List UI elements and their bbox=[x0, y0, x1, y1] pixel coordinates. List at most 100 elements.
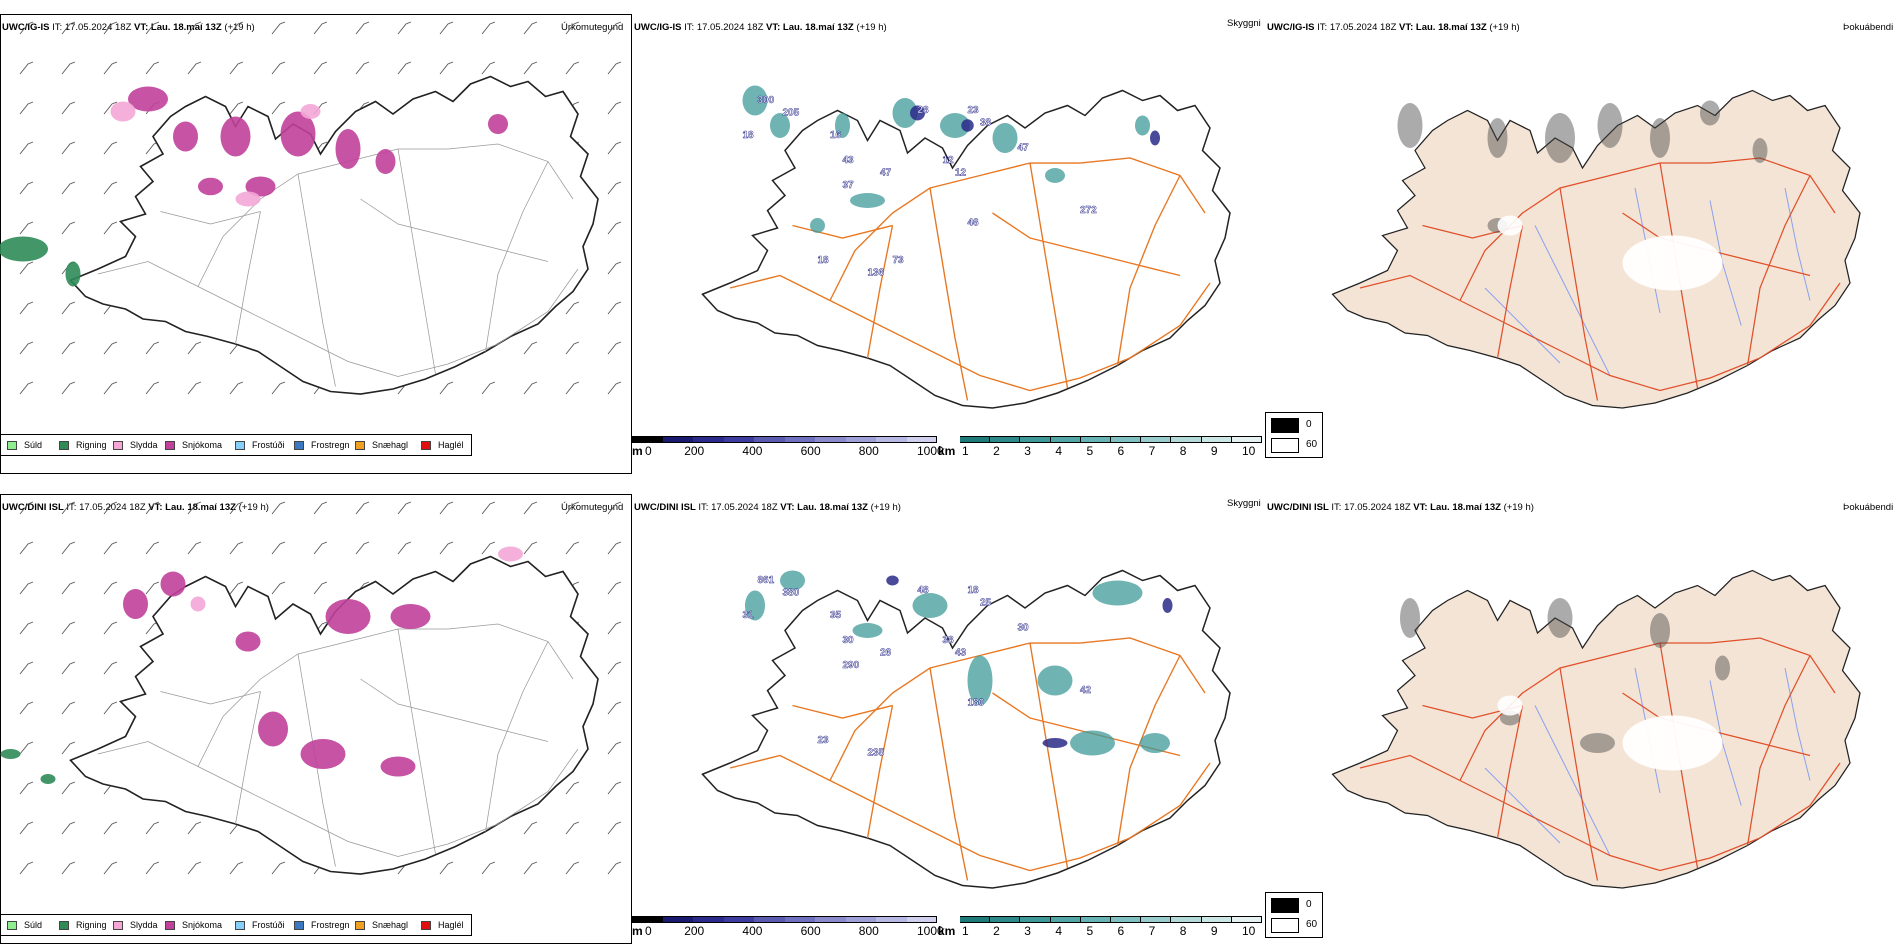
precip-map-top-wind-barb bbox=[565, 301, 580, 315]
precip-map-bottom-wind-barb bbox=[187, 501, 202, 515]
vis-map-bottom-roads bbox=[729, 637, 1211, 881]
fog-map-top-dark-2 bbox=[1545, 113, 1575, 163]
precip-legend-top-swatch-2 bbox=[113, 441, 123, 450]
precip-legend-top-swatch-3 bbox=[165, 441, 175, 450]
vis-map-bottom-label-0: 861 bbox=[758, 575, 775, 586]
precip-map-bottom-wind-barb bbox=[355, 501, 370, 515]
vis-header-top: UWC/IG-IS IT: 17.05.2024 18Z VT: Lau. 18… bbox=[634, 22, 887, 33]
vis-map-top-roads bbox=[729, 157, 1211, 401]
vis-map-bottom-coastline bbox=[701, 569, 1231, 889]
precip-map-top-wind-barb bbox=[145, 61, 160, 75]
vis-map-top-label-13: 136 bbox=[868, 268, 885, 279]
vis-map-top-label-6: 47 bbox=[880, 168, 892, 179]
precip-legend-top-swatch-1 bbox=[59, 441, 69, 450]
precip-map-bottom-wind-barb bbox=[229, 581, 244, 595]
vis-title-top: Skyggni bbox=[1227, 18, 1261, 29]
precip-map-top-wind-barb bbox=[607, 261, 622, 275]
vis-colorbar-bottom-km-cell-1 bbox=[990, 916, 1021, 923]
precip-map-bottom-wind-barb bbox=[481, 501, 496, 515]
precip-map-top-wind-barb bbox=[607, 61, 622, 75]
vis-colorbar-bottom-m-tick-0: 0 bbox=[645, 924, 652, 938]
vis-map-top-label-9: 38 bbox=[980, 118, 992, 129]
precip-legend-top-label-2: Slydda bbox=[130, 440, 158, 450]
vis-map-top-label-16: 47 bbox=[1018, 143, 1030, 154]
precip-map-top-rain-1 bbox=[65, 261, 81, 287]
precip-map-top-snow-7 bbox=[198, 177, 223, 196]
fog-map-top-island bbox=[1331, 89, 1861, 409]
precip-legend-top-swatch-0 bbox=[7, 441, 17, 450]
vis-colorbar-top-km-tick-0: 1 bbox=[962, 444, 969, 458]
vis-map-bottom-teal-8 bbox=[1092, 580, 1143, 606]
precip-map-top-wind-barb bbox=[19, 21, 34, 35]
vis-map-top-teal-8 bbox=[1045, 168, 1065, 183]
vis-colorbar-bottom-km-tick-3: 4 bbox=[1055, 924, 1063, 938]
vis-map-bottom-teal-1 bbox=[780, 570, 805, 591]
vis-colorbar-top-km-cell-7 bbox=[1171, 436, 1202, 443]
precip-map-top-wind-barb bbox=[229, 381, 244, 395]
precip-map-bottom-wind-barb bbox=[355, 541, 370, 555]
precip-map-bottom-wind-barb bbox=[61, 661, 76, 675]
precip-legend-top-label-1: Rigning bbox=[76, 440, 107, 450]
vis-colorbar-top-m-tick-1: 200 bbox=[684, 444, 705, 458]
vis-map-top-label-3: 16 bbox=[830, 130, 842, 141]
vis-map-bottom-label-14: 180 bbox=[968, 698, 985, 709]
precip-map-bottom-sleet-1 bbox=[190, 596, 206, 612]
precip-map-bottom-wind-barb bbox=[607, 581, 622, 595]
precip-map-top-wind-barb bbox=[187, 61, 202, 75]
precip-legend-top-swatch-5 bbox=[294, 441, 304, 450]
vis-colorbar-bottom-km-tick-8: 9 bbox=[1210, 924, 1218, 938]
fog-header-bottom: UWC/DINI ISL IT: 17.05.2024 18Z VT: Lau.… bbox=[1267, 502, 1534, 513]
precip-map-bottom-wind-barb bbox=[19, 501, 34, 515]
vis-map-bottom-teal-5 bbox=[1037, 665, 1073, 696]
precip-map-top-wind-barb bbox=[607, 181, 622, 195]
precip-map-top-wind-barb bbox=[103, 181, 118, 195]
precip-map-top-roads bbox=[97, 143, 579, 387]
fog-title-bottom: Þokuábendi bbox=[1843, 502, 1894, 513]
fog-map-top-dark-0 bbox=[1397, 103, 1423, 148]
vis-map-bottom-blue-0 bbox=[1042, 738, 1068, 748]
precip-map-bottom-island bbox=[0, 546, 599, 875]
fog-map-top-dark-6 bbox=[1752, 138, 1768, 163]
vis-map-bottom-teal-4 bbox=[967, 655, 993, 706]
vis-colorbar-top-km-tick-6: 7 bbox=[1148, 444, 1156, 458]
vis-map-top-teal-6 bbox=[850, 193, 885, 208]
precip-map-top-wind-barb bbox=[187, 21, 202, 35]
vis-colorbar-top-km-cell-4 bbox=[1080, 436, 1111, 443]
precip-map-top-wind-barb bbox=[439, 61, 454, 75]
precip-map-bottom-wind-barb bbox=[103, 581, 118, 595]
precip-title-top: Úrkomutegund bbox=[561, 22, 624, 33]
vis-colorbar-top-km-tick-2: 3 bbox=[1024, 444, 1031, 458]
precip-map-top-wind-barb bbox=[19, 261, 34, 275]
vis-map-bottom-label-10: 38 bbox=[943, 635, 955, 646]
precip-legend-bottom-label-4: Frostúði bbox=[252, 920, 285, 930]
vis-colorbar-bottom-m-frame bbox=[632, 916, 937, 923]
precip-map-bottom-wind-barb bbox=[145, 821, 160, 835]
vis-map-top-label-7: 28 bbox=[918, 105, 930, 116]
precip-legend-bottom: Súld Rigning Slydda Snjókoma Frostúði Frostre… bbox=[0, 914, 472, 936]
precip-map-top-wind-barb bbox=[103, 141, 118, 155]
precip-map-top-wind-barb bbox=[607, 101, 622, 115]
precip-map-bottom-snow-5 bbox=[258, 711, 288, 747]
vis-map-top-label-1: 205 bbox=[783, 108, 800, 119]
precip-map-bottom-wind-barb bbox=[313, 581, 328, 595]
fog-title-top: Þokuábendi bbox=[1843, 22, 1894, 33]
precip-map-top-wind-barb bbox=[271, 61, 286, 75]
vis-map-top-label-4: 43 bbox=[843, 155, 855, 166]
precip-map-bottom-wind-barb bbox=[523, 501, 538, 515]
precip-map-bottom-wind-barb bbox=[145, 581, 160, 595]
precip-map-top-wind-barb bbox=[61, 181, 76, 195]
fog-map-bottom-white-small bbox=[1497, 695, 1523, 716]
precip-map-top-coastline bbox=[69, 75, 599, 395]
vis-colorbar-top-km-tick-1: 2 bbox=[993, 444, 1000, 458]
vis-map-bottom-label-9: 25 bbox=[980, 598, 992, 609]
fog-map-top-dark-1 bbox=[1487, 118, 1508, 158]
precip-map-bottom-wind-barb bbox=[145, 501, 160, 515]
precip-legend-top-label-6: Snæhagl bbox=[372, 440, 409, 450]
vis-colorbar-top-km-cell-6 bbox=[1141, 436, 1172, 443]
precip-legend-top-label-0: Súld bbox=[24, 440, 43, 450]
fog-map-bottom-dark-2 bbox=[1650, 613, 1670, 648]
precip-map-bottom-wind-barb bbox=[313, 501, 328, 515]
precip-map-top-snow-5 bbox=[375, 149, 396, 174]
